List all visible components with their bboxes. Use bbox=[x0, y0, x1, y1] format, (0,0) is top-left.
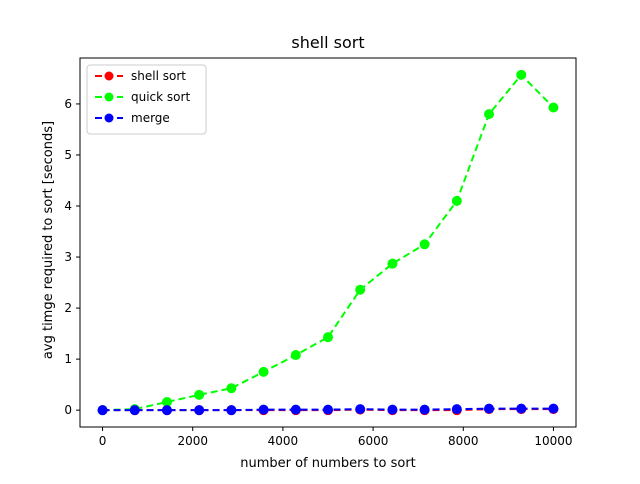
x-tick-label: 2000 bbox=[177, 434, 208, 448]
data-point-merge bbox=[161, 405, 172, 416]
data-point-quick-sort bbox=[194, 389, 205, 400]
legend-box bbox=[86, 64, 207, 135]
data-point-quick-sort bbox=[290, 350, 301, 361]
data-point-quick-sort bbox=[161, 396, 172, 407]
data-point-merge bbox=[355, 404, 366, 415]
data-point-merge bbox=[323, 404, 333, 415]
y-tick-label: 3 bbox=[64, 250, 72, 264]
y-tick-label: 6 bbox=[64, 97, 72, 111]
x-tick-label: 6000 bbox=[358, 434, 389, 448]
legend-label-merge: merge bbox=[131, 111, 170, 125]
plot-area: 0 2000 4000 6000 8000 10000 0 1 2 3 4 5 6 bbox=[64, 57, 577, 448]
y-tick-label: 1 bbox=[64, 352, 72, 366]
legend-marker-merge bbox=[104, 113, 114, 123]
legend-label-shell-sort: shell sort bbox=[131, 69, 186, 83]
data-point-quick-sort bbox=[548, 102, 559, 113]
x-tick-label: 4000 bbox=[268, 434, 299, 448]
legend: shell sort quick sort merge bbox=[86, 64, 207, 135]
data-point-merge bbox=[258, 404, 269, 415]
x-tick-label: 0 bbox=[99, 434, 107, 448]
data-point-merge bbox=[387, 404, 398, 415]
data-point-merge bbox=[129, 405, 140, 416]
data-point-quick-sort bbox=[484, 109, 495, 120]
x-axis-label: number of numbers to sort bbox=[240, 456, 416, 471]
data-point-quick-sort bbox=[451, 195, 462, 206]
y-tick-label: 2 bbox=[64, 301, 72, 315]
chart-title: shell sort bbox=[291, 33, 364, 52]
data-point-merge bbox=[226, 405, 237, 416]
data-point-merge bbox=[548, 403, 559, 414]
x-tick-label: 8000 bbox=[448, 434, 479, 448]
data-point-merge bbox=[516, 403, 527, 414]
legend-marker-shell-sort bbox=[104, 71, 114, 81]
legend-label-quick-sort: quick sort bbox=[131, 90, 190, 104]
y-tick-label: 0 bbox=[64, 403, 72, 417]
data-point-quick-sort bbox=[387, 258, 398, 269]
y-tick-label: 4 bbox=[64, 199, 72, 213]
axes-frame bbox=[79, 57, 577, 428]
data-point-quick-sort bbox=[355, 284, 366, 295]
data-point-merge bbox=[97, 405, 108, 416]
data-point-merge bbox=[451, 404, 462, 415]
data-point-quick-sort bbox=[226, 383, 237, 394]
data-point-quick-sort bbox=[258, 366, 269, 377]
data-point-quick-sort bbox=[516, 69, 527, 80]
data-point-merge bbox=[194, 405, 205, 416]
y-axis-label: avg timge required to sort [seconds] bbox=[41, 121, 56, 359]
data-point-quick-sort bbox=[323, 332, 333, 343]
data-point-quick-sort bbox=[419, 239, 430, 250]
data-point-merge bbox=[290, 404, 301, 415]
legend-marker-quick-sort bbox=[104, 92, 114, 102]
y-tick-label: 5 bbox=[64, 148, 72, 162]
x-tick-label: 10000 bbox=[534, 434, 572, 448]
data-point-merge bbox=[419, 404, 430, 415]
data-point-merge bbox=[484, 403, 495, 414]
